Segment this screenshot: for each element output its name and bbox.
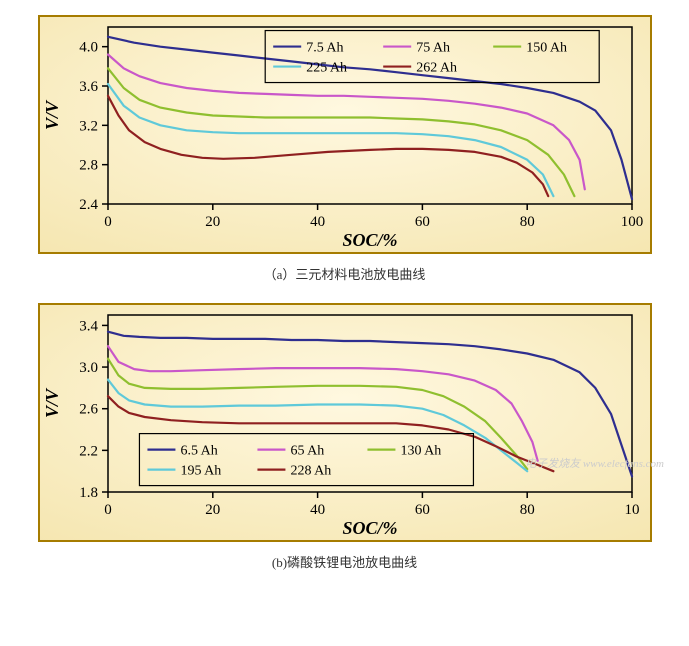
- chart-a-ylabel: V/V: [42, 99, 62, 130]
- chart-b-ytick-label: 1.8: [79, 485, 98, 501]
- chart-b-xtick-label: 40: [310, 502, 325, 518]
- chart-b-ylabel: V/V: [42, 387, 62, 418]
- chart-b-xtick-label: 0: [104, 502, 112, 518]
- chart-a-xlabel: SOC/%: [342, 230, 397, 250]
- watermark: 电子发烧友 www.elecfans.com: [525, 455, 664, 471]
- chart-b-panel: 0 20 40 60 80 10 1.8 2.2 2.6 3.0 3.4 SOC/% V/V 6.5 Ah…: [38, 303, 652, 542]
- chart-a-legend-label: 150 Ah: [526, 41, 567, 56]
- chart-a-ytick-label: 4.0: [79, 40, 98, 56]
- chart-a-legend-label: 7.5 Ah: [306, 41, 343, 56]
- chart-a-ytick-label: 3.2: [79, 118, 98, 134]
- chart-b-legend-label: 195 Ah: [180, 464, 221, 479]
- chart-a-xtick-label: 60: [414, 214, 429, 230]
- chart-a-xtick-label: 0: [104, 214, 112, 230]
- chart-b-legend-label: 6.5 Ah: [180, 444, 217, 459]
- chart-a-xtick-label: 100: [620, 214, 643, 230]
- chart-b-xtick-label: 80: [519, 502, 534, 518]
- chart-a-panel: 0 20 40 60 80 100 2.4 2.8 3.2 3.6 4.0 SOC/% V/V 7.5 A…: [38, 15, 652, 254]
- caption-a: （a）三元材料电池放电曲线: [10, 264, 679, 283]
- chart-a-svg: 0 20 40 60 80 100 2.4 2.8 3.2 3.6 4.0 SOC/% V/V 7.5 A…: [40, 17, 650, 252]
- chart-b-svg: 0 20 40 60 80 10 1.8 2.2 2.6 3.0 3.4 SOC/% V/V 6.5 Ah…: [40, 305, 650, 540]
- chart-b-ytick-label: 3.4: [79, 318, 98, 334]
- chart-a-ytick-label: 2.8: [79, 158, 98, 174]
- chart-a-ytick-label: 2.4: [79, 197, 98, 213]
- caption-b: (b)磷酸铁锂电池放电曲线: [10, 552, 679, 571]
- chart-a-legend-label: 225 Ah: [306, 61, 347, 76]
- chart-a-xtick-label: 20: [205, 214, 220, 230]
- chart-a-legend-label: 75 Ah: [416, 41, 450, 56]
- chart-a-legend-label: 262 Ah: [416, 61, 457, 76]
- chart-b-xtick-label: 20: [205, 502, 220, 518]
- chart-b-legend-label: 65 Ah: [290, 444, 324, 459]
- figure-container: 0204060801002.42.83.23.64.0SOC/%V/V7.5 A…: [10, 15, 679, 571]
- chart-a-ytick-label: 3.6: [79, 79, 98, 95]
- chart-a-xtick-label: 80: [519, 214, 534, 230]
- chart-b-ytick-label: 2.2: [79, 443, 98, 459]
- chart-a-xtick-label: 40: [310, 214, 325, 230]
- chart-b-ytick-label: 3.0: [79, 360, 98, 376]
- chart-b-ytick-label: 2.6: [79, 402, 98, 418]
- chart-b-legend-label: 228 Ah: [290, 464, 331, 479]
- chart-b-xtick-label: 10: [624, 502, 639, 518]
- chart-b-legend-label: 130 Ah: [400, 444, 441, 459]
- chart-b-xtick-label: 60: [414, 502, 429, 518]
- chart-b-xlabel: SOC/%: [342, 518, 397, 538]
